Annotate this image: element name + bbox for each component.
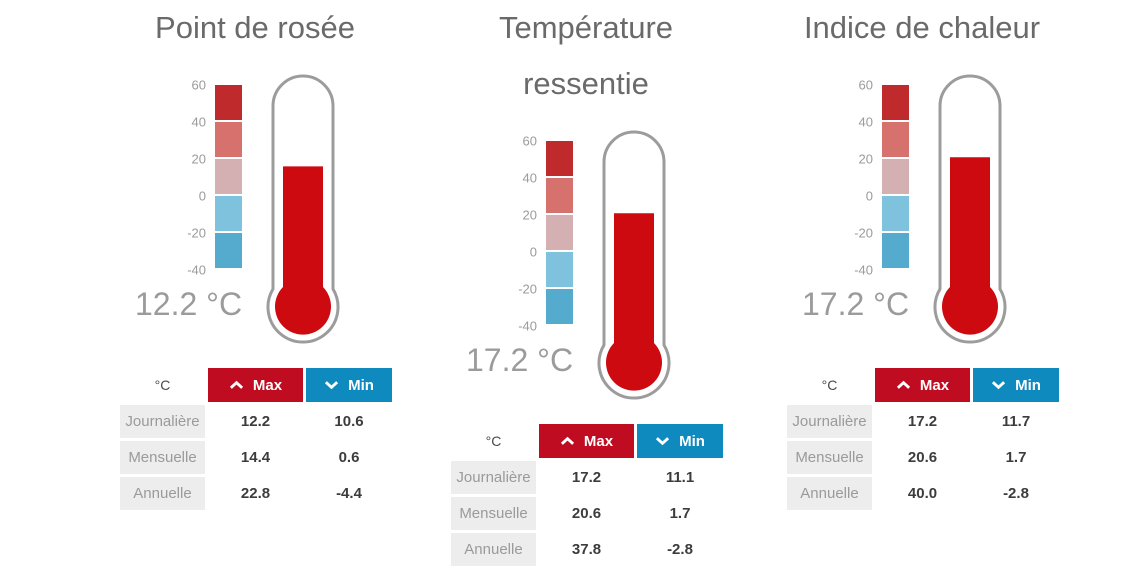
min-value: 11.1 — [637, 461, 723, 494]
svg-text:60: 60 — [859, 78, 873, 93]
max-value: 37.8 — [539, 533, 634, 566]
min-button[interactable]: Min — [637, 424, 723, 458]
chevron-up-icon — [560, 436, 574, 445]
widget-title: Point de rosée — [155, 10, 355, 45]
max-value: 17.2 — [875, 405, 970, 438]
min-button-label: Min — [1015, 376, 1041, 394]
svg-text:60: 60 — [523, 134, 537, 149]
max-button-label: Max — [919, 376, 950, 394]
max-button-label: Max — [583, 432, 614, 450]
thermometer-graphic: 60 40 20 0 -20 -40 — [518, 130, 671, 400]
current-value: 17.2 °C — [802, 286, 910, 322]
widget-title: Indice de chaleur — [803, 10, 1041, 45]
thermometer-graphic: 60 40 20 0 -20 -40 — [854, 74, 1007, 344]
current-value: 17.2 °C — [466, 342, 574, 378]
max-button[interactable]: Max — [539, 424, 634, 458]
max-value: 22.8 — [208, 477, 303, 510]
feels-like-widget: Température ressentie 60 40 20 0 -20 -40 17.2… — [421, 0, 751, 566]
svg-text:20: 20 — [859, 152, 873, 167]
max-value: 40.0 — [875, 477, 970, 510]
row-label: Mensuelle — [120, 441, 205, 474]
svg-text:0: 0 — [530, 245, 537, 260]
min-value: -4.4 — [306, 477, 392, 510]
svg-text:-40: -40 — [854, 263, 873, 278]
stats-table: °C Max Min Journalière 17.2 11.7 Mensuel… — [787, 368, 1087, 510]
max-value: 20.6 — [539, 497, 634, 530]
chevron-up-icon — [896, 380, 910, 389]
chevron-down-icon — [656, 437, 670, 446]
svg-text:40: 40 — [523, 171, 537, 186]
min-value: 10.6 — [306, 405, 392, 438]
row-label: Mensuelle — [787, 441, 872, 474]
svg-text:0: 0 — [199, 189, 206, 204]
min-value: 1.7 — [637, 497, 723, 530]
max-value: 14.4 — [208, 441, 303, 474]
current-value: 12.2 °C — [135, 286, 243, 322]
row-label: Mensuelle — [451, 497, 536, 530]
svg-text:40: 40 — [192, 115, 206, 130]
max-value: 12.2 — [208, 405, 303, 438]
row-label: Annuelle — [787, 477, 872, 510]
min-button-label: Min — [348, 376, 374, 394]
chevron-up-icon — [229, 380, 243, 389]
max-button[interactable]: Max — [875, 368, 970, 402]
chevron-down-icon — [325, 381, 339, 390]
row-label: Annuelle — [120, 477, 205, 510]
unit-header: °C — [120, 368, 205, 402]
min-value: 0.6 — [306, 441, 392, 474]
row-label: Journalière — [451, 461, 536, 494]
svg-text:-40: -40 — [518, 319, 537, 334]
svg-text:-20: -20 — [187, 226, 206, 241]
min-value: -2.8 — [973, 477, 1059, 510]
thermometer-gauge: 60 40 20 0 -20 -40 17.2 °C — [757, 56, 1087, 346]
min-button-label: Min — [679, 432, 705, 450]
max-value: 17.2 — [539, 461, 634, 494]
stats-table: °C Max Min Journalière 17.2 11.1 Mensuel… — [451, 424, 751, 566]
svg-text:0: 0 — [866, 189, 873, 204]
svg-text:40: 40 — [859, 115, 873, 130]
heat-index-widget: Indice de chaleur 60 40 20 0 -20 -40 17.2 °C … — [757, 0, 1087, 510]
row-label: Journalière — [120, 405, 205, 438]
svg-text:-20: -20 — [854, 226, 873, 241]
min-button[interactable]: Min — [306, 368, 392, 402]
row-label: Journalière — [787, 405, 872, 438]
min-value: 1.7 — [973, 441, 1059, 474]
unit-header: °C — [787, 368, 872, 402]
svg-text:20: 20 — [523, 208, 537, 223]
svg-text:-20: -20 — [518, 282, 537, 297]
min-value: -2.8 — [637, 533, 723, 566]
dewpoint-widget: Point de rosée 60 40 20 0 -20 -40 12.2 °C °C … — [90, 0, 420, 510]
widget-title: Température ressentie — [498, 10, 674, 101]
stats-table: °C Max Min Journalière 12.2 10.6 Mensuel… — [120, 368, 420, 510]
unit-header: °C — [451, 424, 536, 458]
min-value: 11.7 — [973, 405, 1059, 438]
row-label: Annuelle — [451, 533, 536, 566]
svg-text:60: 60 — [192, 78, 206, 93]
min-button[interactable]: Min — [973, 368, 1059, 402]
svg-text:20: 20 — [192, 152, 206, 167]
thermometer-graphic: 60 40 20 0 -20 -40 — [187, 74, 340, 344]
chevron-down-icon — [992, 381, 1006, 390]
max-value: 20.6 — [875, 441, 970, 474]
max-button[interactable]: Max — [208, 368, 303, 402]
max-button-label: Max — [252, 376, 283, 394]
thermometer-gauge: 60 40 20 0 -20 -40 12.2 °C — [90, 56, 420, 346]
thermometer-gauge: 60 40 20 0 -20 -40 17.2 °C — [421, 112, 751, 402]
svg-text:-40: -40 — [187, 263, 206, 278]
